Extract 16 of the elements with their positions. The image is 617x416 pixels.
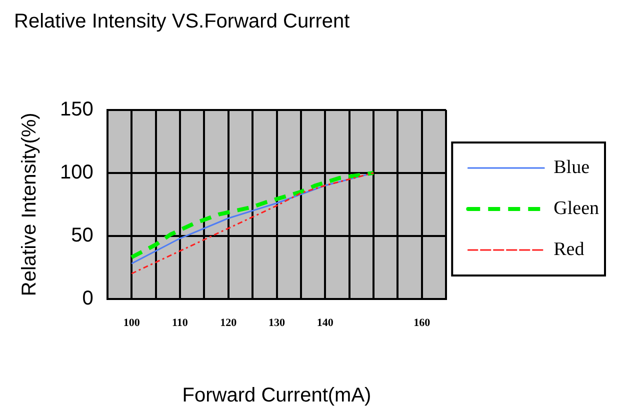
x-tick-label: 120 [220, 317, 238, 330]
y-tick-label: 100 [60, 161, 94, 184]
legend-label: Gleen [554, 198, 600, 219]
y-tick-label: 0 [82, 287, 94, 310]
x-axis-title: Forward Current(mA) [182, 384, 372, 407]
y-axis-title: Relative Intensity(%) [18, 112, 41, 296]
x-tick-label: 140 [316, 317, 334, 330]
legend-label: Red [554, 238, 585, 260]
chart-title: Relative Intensity VS.Forward Current [14, 10, 350, 33]
x-tick-label: 160 [414, 317, 431, 330]
y-tick-label: 150 [60, 98, 94, 121]
x-tick-label: 110 [172, 317, 188, 330]
y-tick-label: 50 [71, 224, 94, 246]
legend-label: Blue [554, 156, 590, 178]
x-tick-label: 130 [268, 317, 286, 330]
x-tick-label: 100 [123, 317, 140, 330]
